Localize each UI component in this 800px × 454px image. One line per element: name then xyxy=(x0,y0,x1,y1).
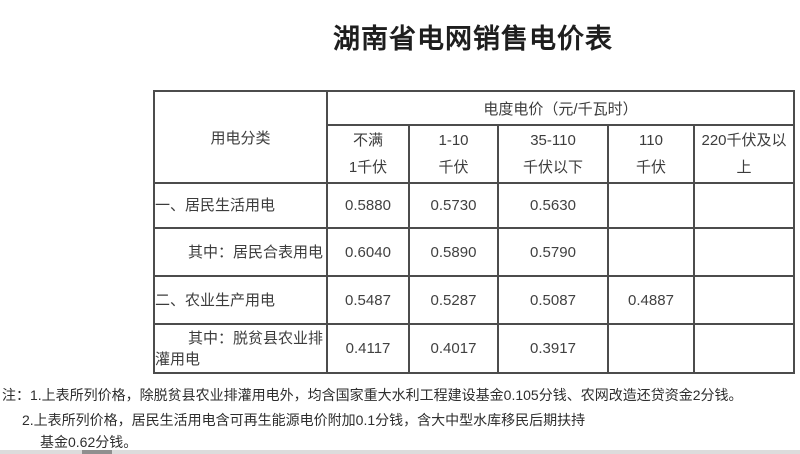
price-cell xyxy=(693,323,795,374)
voltage-header-line: 220千伏及以上 xyxy=(701,132,787,176)
table-row: 其中：脱贫县农业排灌用电 0.4117 0.4017 0.3917 xyxy=(153,323,795,374)
price-cell: 0.4887 xyxy=(607,275,695,325)
electricity-price-table: 用电分类 电度电价（元/千瓦时） 不满 1千伏 1-10 千伏 35-110 千… xyxy=(153,90,795,374)
price-cell: 0.5730 xyxy=(408,182,499,229)
header-voltage-220kv-and-above: 220千伏及以上 xyxy=(693,124,795,184)
price-cell: 0.5790 xyxy=(497,227,609,277)
price-cell xyxy=(693,182,795,229)
header-voltage-under-1kv: 不满 1千伏 xyxy=(326,124,410,184)
voltage-header-line: 35-110 xyxy=(530,132,576,149)
note-line-1: 注：1.上表所列价格，除脱贫县农业排灌用电外，均含国家重大水利工程建设基金0.1… xyxy=(2,387,743,403)
price-cell xyxy=(693,227,795,277)
price-cell xyxy=(607,323,695,374)
category-cell: 其中：居民合表用电 xyxy=(153,227,328,277)
table-header-row-1: 用电分类 电度电价（元/千瓦时） xyxy=(153,90,795,184)
table-row: 一、居民生活用电 0.5880 0.5730 0.5630 xyxy=(153,182,795,229)
category-cell: 二、农业生产用电 xyxy=(153,275,328,325)
price-cell: 0.5630 xyxy=(497,182,609,229)
voltage-header-line: 1-10 xyxy=(438,132,469,149)
voltage-header-line: 千伏 xyxy=(438,159,469,176)
price-cell: 0.5287 xyxy=(408,275,499,325)
price-cell: 0.4017 xyxy=(408,323,499,374)
price-cell: 0.4117 xyxy=(326,323,410,374)
table-header-row-2: 不满 1千伏 1-10 千伏 35-110 千伏以下 110 千伏 220千伏及… xyxy=(154,124,795,184)
price-cell: 0.3917 xyxy=(497,323,609,374)
page-title: 湖南省电网销售电价表 xyxy=(333,24,613,54)
footnotes: 注：1.上表所列价格，除脱贫县农业排灌用电外，均含国家重大水利工程建设基金0.1… xyxy=(0,387,800,450)
voltage-header-line: 1千伏 xyxy=(348,159,388,176)
price-cell xyxy=(607,182,695,229)
price-cell xyxy=(607,227,695,277)
price-cell: 0.6040 xyxy=(326,227,410,277)
header-voltage-110kv: 110 千伏 xyxy=(607,124,695,184)
voltage-header-line: 不满 xyxy=(352,132,383,149)
voltage-header-line: 110 xyxy=(639,132,663,149)
note-line-3: 基金0.62分钱。 xyxy=(40,434,138,450)
price-cell: 0.5880 xyxy=(326,182,410,229)
voltage-header-line: 千伏以下 xyxy=(522,159,583,176)
header-usage-category: 用电分类 xyxy=(153,90,328,184)
price-cell: 0.5087 xyxy=(497,275,609,325)
table-row: 其中：居民合表用电 0.6040 0.5890 0.5790 xyxy=(153,227,795,277)
header-price-group: 电度电价（元/千瓦时） xyxy=(326,90,795,126)
category-cell: 一、居民生活用电 xyxy=(153,182,328,229)
price-cell: 0.5890 xyxy=(408,227,499,277)
bottom-divider xyxy=(0,450,800,454)
voltage-header-line: 千伏 xyxy=(635,159,666,176)
category-cell: 其中：脱贫县农业排灌用电 xyxy=(153,323,328,374)
header-voltage-35-110kv: 35-110 千伏以下 xyxy=(497,124,609,184)
note-line-2: 2.上表所列价格，居民生活用电含可再生能源电价附加0.1分钱，含大中型水库移民后… xyxy=(22,412,586,428)
cutoff-text-artifact xyxy=(82,450,112,454)
price-cell: 0.5487 xyxy=(326,275,410,325)
table-row: 二、农业生产用电 0.5487 0.5287 0.5087 0.4887 xyxy=(153,275,795,325)
price-cell xyxy=(693,275,795,325)
header-voltage-1-10kv: 1-10 千伏 xyxy=(408,124,499,184)
